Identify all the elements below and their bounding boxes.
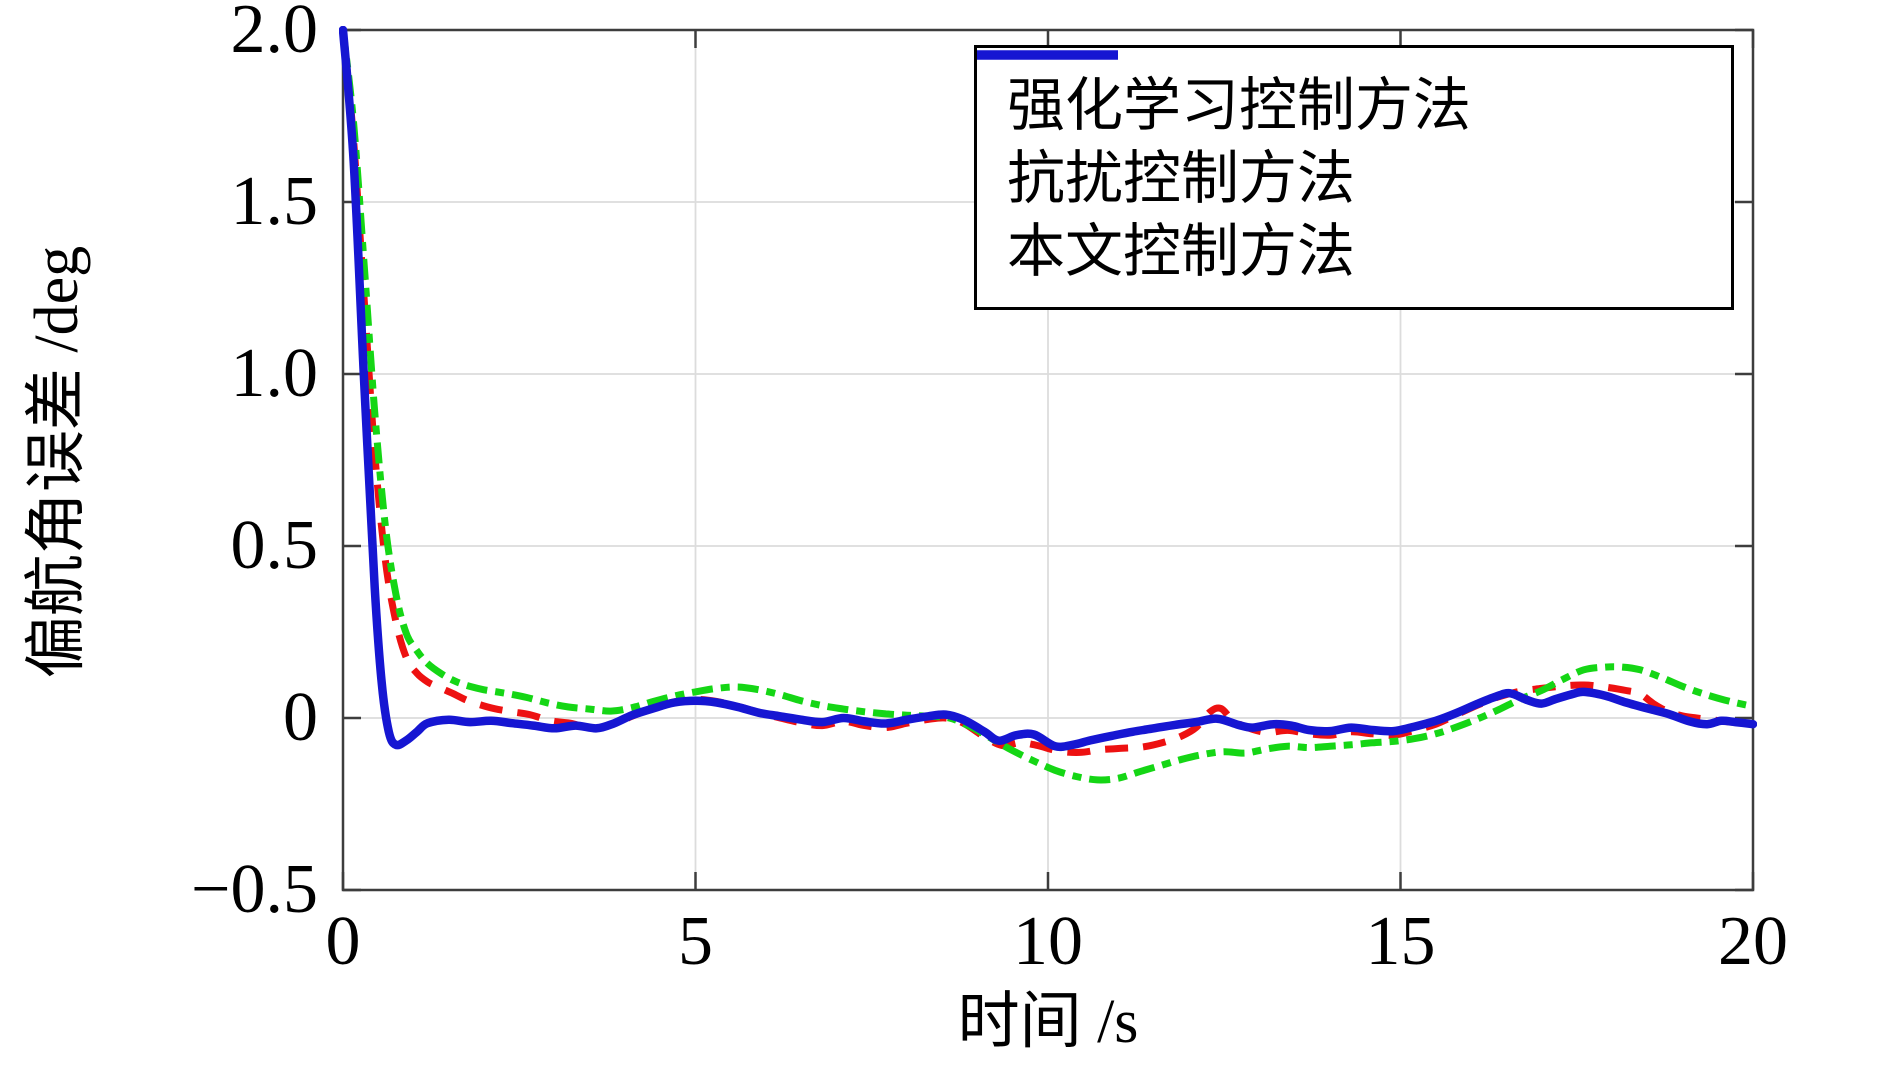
x-tick-label: 10 <box>1013 903 1083 980</box>
y-tick-label: 0.5 <box>230 507 319 584</box>
x-axis-title: 时间 /s <box>957 988 1139 1056</box>
legend-item-0: 强化学习控制方法 <box>977 51 1731 142</box>
x-tick-label: 5 <box>678 903 713 980</box>
legend: 强化学习控制方法 抗扰控制方法 本文控制方法 <box>974 45 1734 310</box>
y-tick-label: 0 <box>283 679 318 756</box>
legend-label: 抗扰控制方法 <box>1007 145 1356 211</box>
x-tick-label: 15 <box>1365 903 1436 980</box>
series-curve-1 <box>339 29 1754 784</box>
series-curve-2 <box>339 26 1757 752</box>
legend-label: 本文控制方法 <box>1007 218 1356 284</box>
y-tick-label: −0.5 <box>191 851 318 928</box>
legend-line-sample-solid <box>977 50 1118 60</box>
y-tick-label: 2.0 <box>230 0 319 68</box>
y-tick-label: 1.0 <box>230 335 319 412</box>
x-tick-label: 0 <box>325 903 361 980</box>
legend-item-1: 抗扰控制方法 <box>977 51 1731 215</box>
x-tick-label: 20 <box>1718 903 1788 980</box>
y-tick-label: 1.5 <box>230 163 319 240</box>
legend-item-2: 本文控制方法 <box>977 50 1731 288</box>
y-axis-title: 偏航角误差 /deg <box>23 245 91 679</box>
legend-label: 强化学习控制方法 <box>1007 72 1472 138</box>
